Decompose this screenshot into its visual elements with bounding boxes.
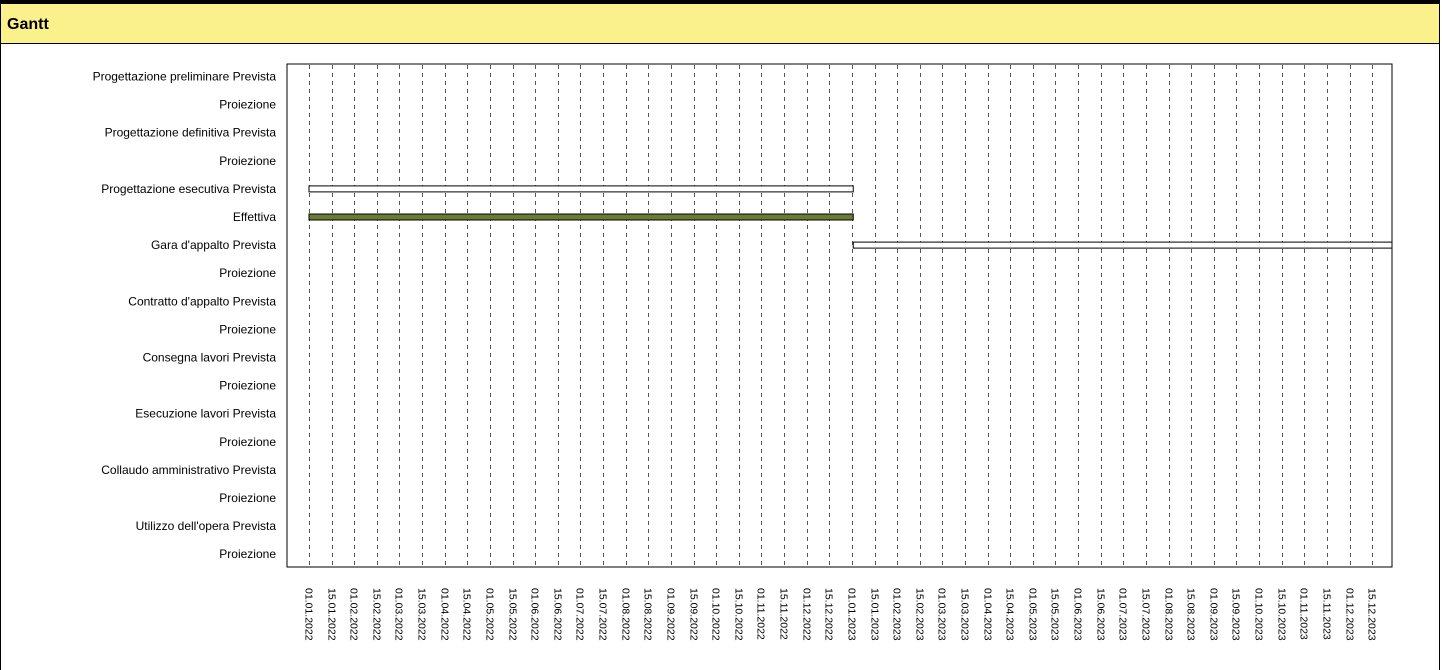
x-tick-label: 01.04.2023 [982, 588, 994, 641]
actual-bar [308, 213, 854, 221]
row-label: Proiezione [219, 379, 276, 393]
x-tick-label: 01.05.2022 [484, 588, 496, 641]
row-label: Proiezione [219, 547, 276, 561]
x-tick-label: 01.06.2023 [1072, 588, 1084, 641]
row-label: Progettazione definitiva Prevista [105, 126, 277, 140]
plot-area [286, 63, 1393, 568]
x-tick-label: 01.08.2022 [620, 588, 632, 641]
x-tick-label: 01.11.2022 [755, 588, 767, 640]
row-label: Collaudo amministrativo Prevista [101, 463, 276, 477]
x-tick-label: 01.01.2023 [846, 588, 858, 641]
row-label: Gara d'appalto Prevista [151, 238, 276, 252]
x-tick-label: 15.12.2023 [1366, 588, 1378, 641]
x-tick-label: 15.04.2022 [461, 588, 473, 641]
x-tick-label: 15.10.2023 [1276, 588, 1288, 641]
x-tick-label: 01.10.2023 [1253, 588, 1265, 641]
x-tick-label: 01.02.2022 [348, 588, 360, 641]
x-tick-label: 15.07.2022 [597, 588, 609, 641]
x-tick-label: 01.04.2022 [439, 588, 451, 641]
panel-title: Gantt [7, 16, 49, 33]
x-tick-label: 15.08.2022 [642, 588, 654, 641]
x-tick-label: 15.11.2022 [778, 588, 790, 640]
x-tick-label: 01.03.2023 [936, 588, 948, 641]
row-label: Proiezione [219, 322, 276, 336]
x-tick-label: 15.07.2023 [1140, 588, 1152, 641]
x-tick-label: 01.08.2023 [1163, 588, 1175, 641]
x-tick-label: 15.01.2023 [869, 588, 881, 641]
x-tick-label: 15.05.2022 [507, 588, 519, 641]
row-label: Progettazione esecutiva Prevista [101, 182, 276, 196]
row-label: Effettiva [233, 210, 276, 224]
x-tick-label: 01.09.2022 [665, 588, 677, 641]
x-tick-label: 01.12.2023 [1344, 588, 1356, 641]
x-tick-label: 15.06.2023 [1095, 588, 1107, 641]
x-tick-label: 15.05.2023 [1049, 588, 1061, 641]
x-tick-label: 15.11.2023 [1321, 588, 1333, 640]
x-tick-label: 15.09.2023 [1230, 588, 1242, 641]
row-label: Proiezione [219, 266, 276, 280]
x-tick-label: 15.03.2022 [416, 588, 428, 641]
row-label: Proiezione [219, 154, 276, 168]
x-tick-label: 01.09.2023 [1208, 588, 1220, 641]
row-label: Proiezione [219, 491, 276, 505]
x-tick-label: 01.11.2023 [1298, 588, 1310, 640]
row-label: Consegna lavori Prevista [143, 351, 277, 365]
row-label: Utilizzo dell'opera Prevista [136, 519, 277, 533]
row-label: Progettazione preliminare Prevista [93, 70, 277, 84]
x-tick-label: 01.01.2022 [303, 588, 315, 641]
x-tick-label: 15.09.2022 [688, 588, 700, 641]
x-tick-label: 01.06.2022 [529, 588, 541, 641]
planned-bar [308, 185, 854, 193]
x-tick-label: 15.06.2022 [552, 588, 564, 641]
x-tick-label: 01.02.2023 [891, 588, 903, 641]
panel-header: Gantt [1, 4, 1439, 44]
x-tick-label: 01.05.2023 [1027, 588, 1039, 641]
x-tick-label: 15.01.2022 [326, 588, 338, 641]
x-tick-label: 01.07.2023 [1117, 588, 1129, 641]
x-tick-label: 15.04.2023 [1004, 588, 1016, 641]
x-tick-label: 15.08.2023 [1185, 588, 1197, 641]
row-label: Proiezione [219, 98, 276, 112]
x-tick-label: 01.03.2022 [393, 588, 405, 641]
x-tick-label: 15.02.2022 [371, 588, 383, 641]
planned-bar [852, 241, 1393, 249]
x-tick-label: 15.02.2023 [914, 588, 926, 641]
x-tick-label: 01.10.2022 [710, 588, 722, 641]
x-tick-label: 15.10.2022 [733, 588, 745, 641]
row-label: Contratto d'appalto Prevista [128, 294, 276, 308]
row-label: Esecuzione lavori Prevista [135, 407, 276, 421]
row-label: Proiezione [219, 435, 276, 449]
x-tick-label: 15.12.2022 [823, 588, 835, 641]
x-tick-label: 01.12.2022 [801, 588, 813, 641]
x-tick-label: 01.07.2022 [574, 588, 586, 641]
x-tick-label: 15.03.2023 [959, 588, 971, 641]
